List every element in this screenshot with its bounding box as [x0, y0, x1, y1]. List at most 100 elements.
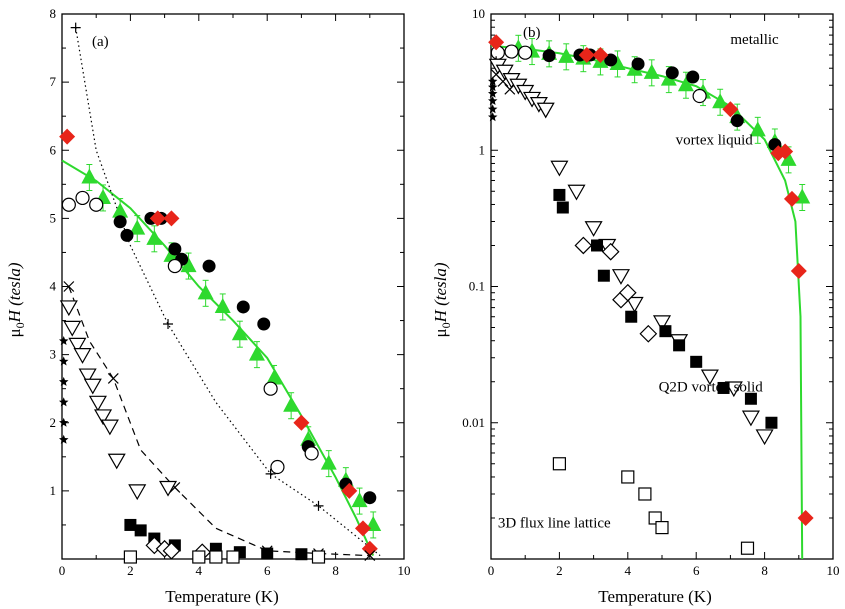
x-tick-label: 10 [398, 563, 411, 578]
data-point-open-down-triangle [78, 368, 97, 385]
data-point-open-diamond [639, 324, 658, 343]
data-point-x [504, 83, 516, 95]
data-point-open-down-triangle [567, 184, 586, 201]
data-point-open-down-triangle [700, 369, 719, 386]
y-tick-label: 4 [50, 279, 57, 294]
annotation-label: Q2D vortex solid [659, 379, 764, 395]
data-point-filled-square [765, 416, 778, 429]
data-point-green-triangle [320, 454, 337, 470]
data-point-filled-circle [363, 491, 377, 505]
x-tick-label: 4 [625, 563, 632, 578]
data-point-open-down-triangle [128, 484, 147, 501]
data-point-open-down-triangle [495, 64, 514, 81]
data-point-green-triangle [146, 229, 163, 245]
data-point-green-triangle [558, 47, 575, 63]
y-tick-label: 2 [50, 415, 57, 430]
data-point-open-square [655, 521, 669, 535]
data-point-green-triangle [231, 325, 248, 341]
data-point-red-diamond [354, 520, 371, 537]
data-point-filled-square [124, 518, 137, 531]
panel-b-annotations: metallic vortex liquid Q2D vortex solid 3D … [498, 32, 779, 531]
panel-a-ylabel: μ0H (tesla) [5, 262, 27, 337]
data-point-filled-circle [604, 53, 618, 67]
y-tick-label: 10 [472, 6, 485, 21]
data-point-star [488, 104, 498, 114]
panel-a-curves [61, 27, 381, 557]
panel-b-ticks: 0 2 4 6 8 10 0.01 0.1 1 10 [462, 6, 839, 578]
x-tick-label: 2 [556, 563, 563, 578]
data-point-filled-square [553, 188, 566, 201]
x-tick-label: 6 [264, 563, 271, 578]
data-point-open-circle [518, 45, 533, 60]
panel-b-frame [490, 13, 834, 560]
data-point-red-diamond [488, 34, 505, 51]
data-point-open-down-triangle [652, 315, 672, 332]
data-point-open-down-triangle [94, 409, 113, 426]
y-tick-label: 0.01 [462, 415, 485, 430]
data-point-open-down-triangle [83, 378, 102, 395]
fit-curve [490, 44, 804, 560]
data-point-open-down-triangle [550, 160, 569, 177]
data-point-filled-circle [168, 242, 182, 256]
data-point-plus [70, 22, 81, 33]
data-point-star [59, 397, 69, 407]
y-tick-label: 5 [50, 210, 57, 225]
x-tick-label: 6 [693, 563, 700, 578]
data-point-green-triangle [677, 76, 694, 92]
y-tick-label: 8 [50, 6, 57, 21]
panel-a: (a) Temperature (K) μ0H (tesla) 0 2 4 6 8 10 1… [5, 6, 411, 606]
data-point-green-triangle [112, 202, 129, 218]
data-point-green-triangle [712, 93, 729, 109]
data-point-red-diamond [790, 262, 807, 279]
data-point-open-circle [504, 44, 519, 59]
data-point-green-triangle [643, 63, 660, 79]
data-point-green-triangle [81, 168, 98, 184]
data-point-red-diamond [777, 143, 794, 160]
data-point-open-square [311, 550, 326, 564]
data-point-open-diamond [601, 242, 620, 261]
panel-b-marks [488, 34, 814, 555]
data-point-x [364, 550, 376, 562]
data-point-filled-circle [686, 70, 700, 84]
panel-b-label: (b) [523, 25, 541, 41]
data-point-green-triangle [609, 54, 626, 70]
data-point-open-circle [61, 197, 76, 212]
data-point-filled-square [597, 269, 610, 282]
data-point-x [107, 373, 119, 384]
y-tick-label: 1 [479, 142, 486, 157]
y-tick-label: 0.1 [469, 279, 485, 294]
data-point-filled-circle [631, 57, 645, 71]
data-point-red-diamond [163, 210, 180, 227]
y-tick-label: 6 [50, 142, 57, 157]
data-point-filled-square [659, 325, 672, 338]
data-point-green-triangle [214, 297, 231, 313]
data-point-plus [265, 468, 276, 479]
data-point-open-down-triangle [158, 480, 178, 497]
data-point-green-triangle [283, 396, 300, 412]
fit-curve [61, 159, 375, 557]
data-point-open-square [552, 457, 567, 471]
y-tick-label: 3 [50, 347, 57, 362]
panel-b-ylabel: μ0H (tesla) [431, 262, 453, 337]
data-point-green-triangle [780, 150, 797, 166]
data-point-filled-circle [257, 317, 271, 331]
data-point-open-square [740, 541, 755, 555]
data-point-star [59, 376, 69, 386]
data-point-open-circle [692, 88, 707, 104]
y-tick-label: 7 [50, 74, 57, 89]
data-point-filled-square [295, 548, 308, 561]
x-tick-label: 4 [196, 563, 203, 578]
data-point-green-triangle [351, 492, 368, 508]
data-point-filled-square [556, 201, 569, 214]
data-point-red-diamond [341, 482, 358, 499]
data-point-green-triangle [266, 369, 283, 385]
data-point-open-down-triangle [88, 395, 107, 412]
data-point-open-down-triangle [73, 348, 92, 364]
panel-a-marks [59, 22, 382, 564]
data-point-green-triangle [197, 284, 214, 300]
data-point-star [488, 96, 498, 105]
annotation-label: vortex liquid [676, 133, 754, 149]
data-point-filled-square [261, 547, 274, 560]
